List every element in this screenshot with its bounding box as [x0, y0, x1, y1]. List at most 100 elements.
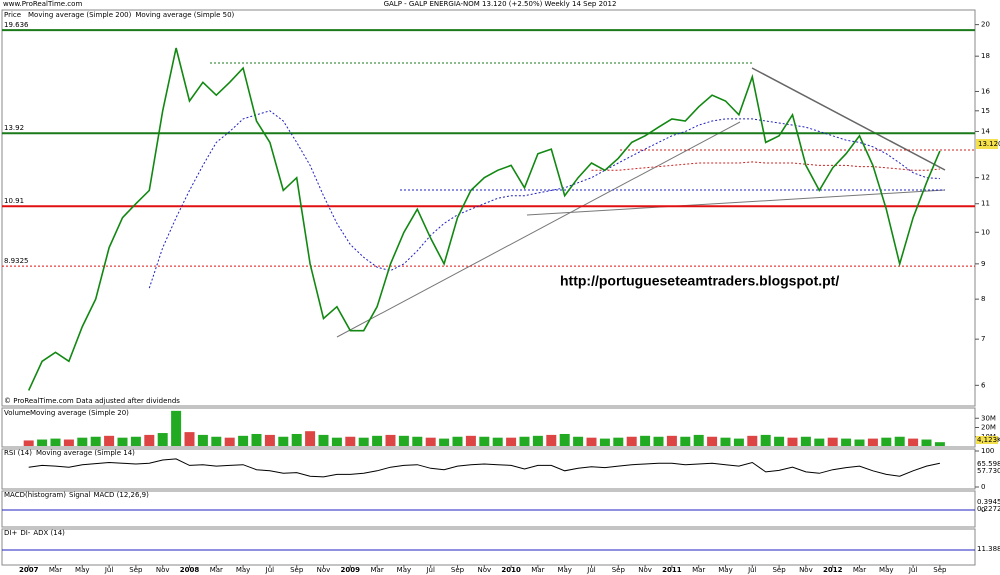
last-box	[976, 436, 998, 444]
trendline	[751, 67, 946, 171]
y-tick-label: 11	[981, 200, 990, 208]
volume-bar	[626, 436, 637, 446]
volume-bar	[867, 438, 878, 446]
y-tick-label: 10	[981, 228, 990, 236]
volume-bar	[305, 431, 316, 446]
x-tick-label: 2009	[341, 566, 361, 574]
x-tick-label: Jul	[104, 566, 114, 574]
volume-bar	[278, 436, 289, 446]
series-line	[148, 110, 940, 289]
level-label: 19.636	[4, 21, 29, 29]
last-price: 13.120	[978, 140, 1000, 148]
x-tick-label: Mar	[49, 566, 62, 574]
volume-bar	[264, 434, 275, 446]
volume-bar	[747, 435, 758, 446]
x-tick-label: Sep	[129, 566, 143, 574]
level-label: 8.9325	[4, 257, 29, 265]
volume-bar	[532, 435, 543, 446]
volume-bar	[425, 437, 436, 446]
volume-bar	[452, 436, 463, 446]
volume-bar	[465, 435, 476, 446]
level-label: 13.92	[4, 124, 24, 132]
watermark: http://portugueseteamtraders.blogspot.pt…	[560, 273, 839, 289]
volume-bar	[733, 438, 744, 446]
volume-bar	[519, 436, 530, 446]
y-tick-label: 20M	[981, 424, 996, 432]
last-value: 11.388	[977, 545, 1000, 553]
x-tick-label: 2007	[19, 566, 39, 574]
volume-bar	[50, 438, 61, 446]
volume-bar	[787, 437, 798, 446]
x-tick-label: May	[397, 566, 411, 574]
x-tick-label: May	[75, 566, 89, 574]
volume-bar	[144, 434, 155, 446]
volume-bar	[251, 433, 262, 446]
legend-entry: Moving average (Simple 50)	[135, 11, 234, 19]
volume-bar	[37, 439, 48, 446]
y-tick-label: 14	[981, 127, 990, 135]
x-tick-label: 2010	[501, 566, 521, 574]
last-value: 65.598	[977, 460, 1000, 468]
volume-bar	[613, 437, 624, 446]
volume-bar	[666, 435, 677, 446]
chart-title: GALP - GALP ENERGIA-NOM 13.120 (+2.50%) …	[384, 0, 617, 8]
y-tick-label: 18	[981, 52, 990, 60]
panel-label: Signal	[69, 491, 91, 499]
x-tick-label: Jul	[747, 566, 757, 574]
volume-bar	[680, 436, 691, 446]
x-tick-label: Nov	[477, 566, 491, 574]
y-tick-label: 30M	[981, 414, 996, 422]
x-tick-label: Nov	[638, 566, 652, 574]
y-tick-label: 0	[981, 506, 985, 514]
volume-bar	[492, 437, 503, 446]
x-tick-label: Jul	[265, 566, 275, 574]
volume-bar	[318, 434, 329, 446]
x-tick-label: Nov	[317, 566, 331, 574]
panel-label: MACD(histogram)	[4, 491, 66, 499]
volume-bar	[184, 432, 195, 446]
panel-label: Volume	[4, 409, 30, 417]
volume-bar	[77, 437, 88, 446]
panel-label: Moving average (Simple 14)	[36, 449, 135, 457]
volume-bar	[171, 410, 182, 446]
footnote: © ProRealTime.com Data adjusted after di…	[4, 397, 180, 405]
volume-bar	[197, 434, 208, 446]
y-tick-label: 100	[981, 447, 994, 455]
dmi-panel	[1, 528, 976, 566]
volume-bar	[814, 438, 825, 446]
y-tick-label: 7	[981, 335, 985, 343]
volume-bar	[398, 435, 409, 446]
volume-bar	[117, 437, 128, 446]
x-tick-label: May	[718, 566, 732, 574]
volume-bar	[881, 437, 892, 446]
x-tick-label: May	[236, 566, 250, 574]
x-tick-label: 2012	[823, 566, 843, 574]
last-value: 57.730	[977, 467, 1000, 475]
volume-bar	[827, 437, 838, 446]
volume-bar	[546, 434, 557, 446]
y-tick-label: 15	[981, 107, 990, 115]
y-tick-label: 8	[981, 295, 985, 303]
rsi-panel	[1, 448, 976, 490]
volume-bar	[559, 433, 570, 446]
x-tick-label: 2008	[180, 566, 200, 574]
volume-bar	[23, 440, 34, 446]
volume-bar	[693, 434, 704, 446]
legend-entry: Moving average (Simple 200)	[28, 11, 132, 19]
x-tick-label: Mar	[210, 566, 223, 574]
volume-bar	[90, 436, 101, 446]
volume-bar	[774, 436, 785, 446]
last-value: 0.2272	[977, 505, 1000, 513]
volume-bar	[224, 437, 235, 446]
y-tick-label: 12	[981, 174, 990, 182]
panel-label: Moving average (Simple 20)	[30, 409, 129, 417]
volume-bar	[157, 433, 168, 446]
x-tick-label: Mar	[531, 566, 544, 574]
legend-title: Price	[4, 11, 21, 19]
volume-bar	[358, 437, 369, 446]
volume-bar	[211, 436, 222, 446]
x-tick-label: 2011	[662, 566, 682, 574]
x-tick-label: Sep	[772, 566, 786, 574]
series-line	[27, 47, 941, 391]
